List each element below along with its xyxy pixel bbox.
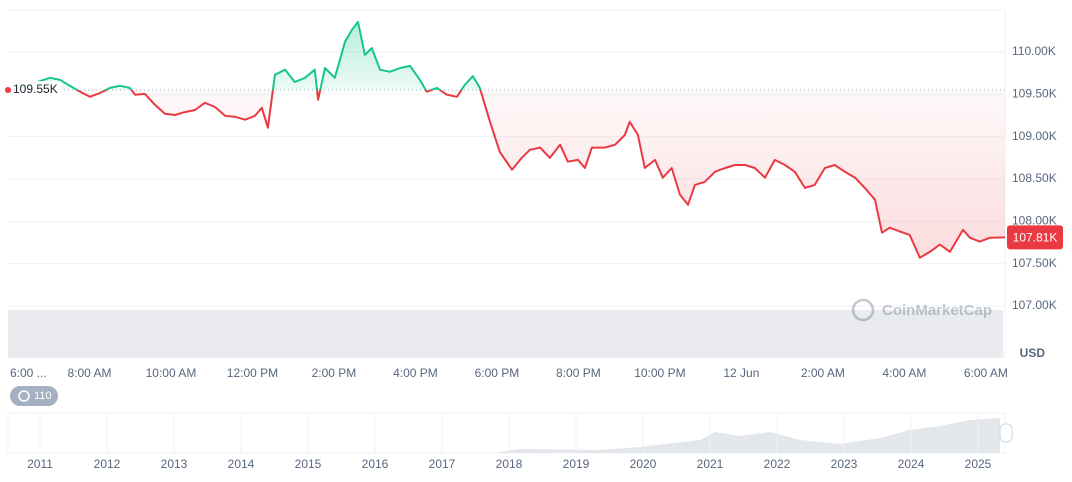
last-price-label: 107.81K <box>1013 231 1058 245</box>
navigator-year: 2021 <box>697 457 724 471</box>
y-axis-unit: USD <box>1020 346 1046 360</box>
baseline-label: 109.55K <box>13 82 58 96</box>
x-tick-label: 6:00 AM <box>964 366 1008 380</box>
x-tick-label: 2:00 AM <box>801 366 845 380</box>
navigator-history <box>500 418 1000 453</box>
navigator-year: 2013 <box>161 457 188 471</box>
y-tick-label: 109.50K <box>1012 86 1057 100</box>
watermark-text: CoinMarketCap <box>882 302 992 319</box>
navigator-handle[interactable] <box>999 423 1013 443</box>
last-price-badge <box>1007 225 1063 250</box>
price-area <box>8 21 1005 258</box>
x-tick-label: 8:00 PM <box>556 366 601 380</box>
navigator-year: 2017 <box>429 457 456 471</box>
navigator-year: 2015 <box>295 457 322 471</box>
history-count: 110 <box>34 390 52 402</box>
y-tick-label: 107.50K <box>1012 256 1057 270</box>
navigator-year: 2012 <box>94 457 121 471</box>
price-line <box>7 20 1006 259</box>
navigator-year: 2025 <box>965 457 992 471</box>
x-tick-label: 10:00 PM <box>634 366 685 380</box>
navigator-year: 2011 <box>27 457 53 471</box>
x-tick-label: 4:00 PM <box>393 366 438 380</box>
baseline-dot <box>5 87 11 94</box>
y-tick-label: 109.00K <box>1012 129 1057 143</box>
x-tick-label: 6:00 ... <box>10 366 47 380</box>
x-tick-label: 12:00 PM <box>227 366 278 380</box>
navigator-year: 2018 <box>496 457 523 471</box>
navigator-year: 2023 <box>831 457 858 471</box>
navigator-year: 2022 <box>764 457 791 471</box>
navigator-year: 2014 <box>228 457 255 471</box>
navigator-year: 2019 <box>563 457 590 471</box>
x-tick-label: 4:00 AM <box>882 366 926 380</box>
y-tick-label: 108.50K <box>1012 171 1057 185</box>
x-tick-label: 6:00 PM <box>475 366 520 380</box>
y-tick-label: 107.00K <box>1012 298 1057 312</box>
navigator-year: 2024 <box>898 457 925 471</box>
watermark-logo <box>851 298 875 322</box>
x-tick-label: 8:00 AM <box>67 366 111 380</box>
y-tick-label: 108.00K <box>1012 213 1057 227</box>
history-icon <box>18 390 30 402</box>
watermark: CoinMarketCap <box>851 298 992 322</box>
volume-band <box>8 310 1003 357</box>
y-tick-label: 110.00K <box>1012 44 1056 58</box>
x-tick-label: 10:00 AM <box>146 366 197 380</box>
navigator-year: 2020 <box>630 457 657 471</box>
x-tick-label: 12 Jun <box>723 366 759 380</box>
baseline-label-bg <box>11 81 61 100</box>
x-tick-label: 2:00 PM <box>312 366 357 380</box>
navigator-year: 2016 <box>362 457 389 471</box>
